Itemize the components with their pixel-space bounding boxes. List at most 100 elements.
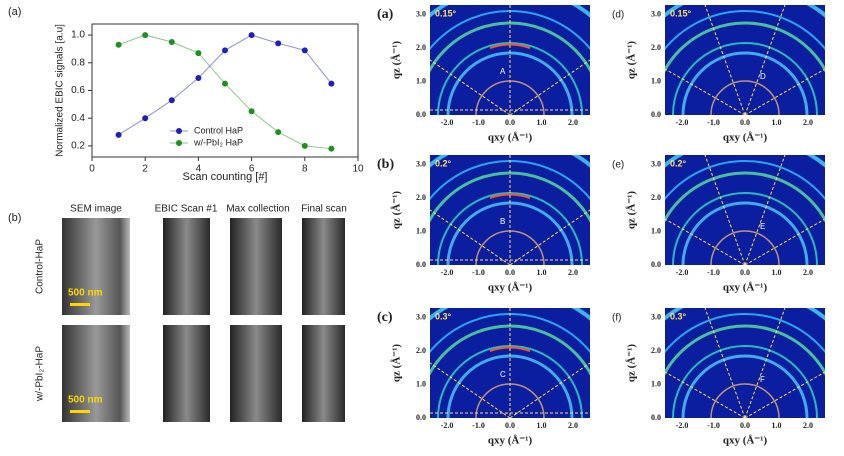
ring <box>665 160 825 201</box>
x-tick-label: 0.0 <box>505 421 515 430</box>
data-point <box>168 97 175 104</box>
ring <box>665 324 825 376</box>
guide-line <box>704 155 746 265</box>
data-point <box>142 32 149 39</box>
ring <box>672 192 818 265</box>
ring <box>665 21 825 73</box>
x-tick-label: 1.0 <box>537 118 547 127</box>
data-point <box>142 115 149 122</box>
guide-line <box>430 59 511 115</box>
x-tick-label: 1.0 <box>772 421 782 430</box>
angle-label: 0.15° <box>670 8 692 18</box>
ring <box>437 192 583 265</box>
x-axis-title: qxy (Å⁻¹) <box>488 435 533 447</box>
annotation: B <box>500 217 505 226</box>
ring <box>681 354 809 418</box>
y-tick-label: 0.0 <box>416 110 426 119</box>
legend-label: w/-PbI₂ HaP <box>193 137 243 147</box>
y-axis-title: qz (Å⁻¹) <box>626 41 638 79</box>
guide-line <box>744 218 825 265</box>
y-axis-title: qz (Å⁻¹) <box>626 191 638 229</box>
x-tick-label: -1.0 <box>707 421 720 430</box>
y-tick-label: 0.4 <box>71 113 85 124</box>
ring <box>672 345 818 418</box>
data-point <box>301 47 308 54</box>
y-tick-label: 0.0 <box>651 413 661 422</box>
row-label: w/-PbI₂-HaP <box>35 346 46 402</box>
row-label: Control-HaP <box>35 239 46 294</box>
x-tick-label: -1.0 <box>472 421 485 430</box>
column-header: SEM image <box>70 204 122 215</box>
legend-label: Control HaP <box>194 125 243 135</box>
data-point <box>195 50 202 57</box>
angle-label: 0.2° <box>670 158 687 168</box>
giwaxs-panel: -2.0 -1.0 0.0 1.0 2.0 0.0 1.0 2.0 3.0 qxy (Å⁻¹) qz… <box>377 5 590 144</box>
panel-label: (d) <box>612 10 624 21</box>
rings <box>665 5 825 115</box>
x-axis-title: qxy (Å⁻¹) <box>723 282 768 294</box>
y-tick-label: 3.0 <box>651 312 661 321</box>
data-point <box>328 145 335 152</box>
data-point <box>115 41 122 48</box>
angle-label: 0.2° <box>435 158 452 168</box>
annotation: D <box>760 72 766 81</box>
ring <box>681 201 809 265</box>
data-point <box>222 80 228 87</box>
y-tick-label: 1.0 <box>651 379 661 388</box>
rings <box>665 155 825 265</box>
x-tick-label: 0.0 <box>505 268 515 277</box>
rings <box>430 155 590 265</box>
x-tick-label: -1.0 <box>472 118 485 127</box>
x-tick-label: -2.0 <box>441 118 454 127</box>
ring <box>489 43 531 49</box>
y-tick-label: 1.0 <box>71 30 85 41</box>
guide-line <box>704 5 746 115</box>
y-axis-title: qz (Å⁻¹) <box>391 344 403 382</box>
x-axis-title: Scan counting [#] <box>182 171 267 183</box>
data-point <box>275 40 282 47</box>
data-point <box>222 47 228 54</box>
y-tick-label: 1.0 <box>416 226 426 235</box>
data-point <box>301 142 308 149</box>
x-axis-title: qxy (Å⁻¹) <box>488 282 533 294</box>
ring <box>710 383 780 418</box>
x-tick-label: 0.0 <box>740 118 750 127</box>
guide-line <box>744 68 825 115</box>
ring <box>665 171 825 223</box>
scale-bar <box>70 410 90 413</box>
guide-line <box>744 155 786 265</box>
guide-line <box>744 5 786 115</box>
x-tick-label: 1.0 <box>772 268 782 277</box>
x-tick-label: 2.0 <box>803 118 813 127</box>
y-axis-title: Normalized EBIC signals [a.u] <box>55 24 66 157</box>
y-tick-label: 0.0 <box>651 110 661 119</box>
guide-line <box>430 209 511 265</box>
y-tick-label: 2.0 <box>651 346 661 355</box>
x-axis-title: qxy (Å⁻¹) <box>488 132 533 144</box>
y-tick-label: 1.0 <box>416 76 426 85</box>
x-tick-label: -2.0 <box>676 268 689 277</box>
x-tick-label: 2.0 <box>803 421 813 430</box>
ring <box>681 51 809 115</box>
ring <box>489 346 531 352</box>
y-tick-label: 1.0 <box>651 226 661 235</box>
y-tick-label: 0.0 <box>416 260 426 269</box>
scale-bar-label: 500 nm <box>68 395 103 406</box>
ring <box>437 42 583 115</box>
y-tick-label: 0.8 <box>71 57 85 68</box>
panel-label: (a) <box>8 6 21 18</box>
x-tick-label: 2.0 <box>568 268 578 277</box>
ring <box>710 230 780 265</box>
x-tick-label: -2.0 <box>676 118 689 127</box>
y-tick-label: 2.0 <box>651 193 661 202</box>
y-tick-label: 0.0 <box>651 260 661 269</box>
x-tick-label: 4 <box>196 164 202 175</box>
scale-bar <box>70 303 90 306</box>
x-tick-label: 0.0 <box>740 268 750 277</box>
x-tick-label: 1.0 <box>772 118 782 127</box>
data-point <box>328 80 335 87</box>
micrograph <box>163 325 210 422</box>
x-tick-label: -1.0 <box>707 118 720 127</box>
legend-marker <box>176 140 182 146</box>
